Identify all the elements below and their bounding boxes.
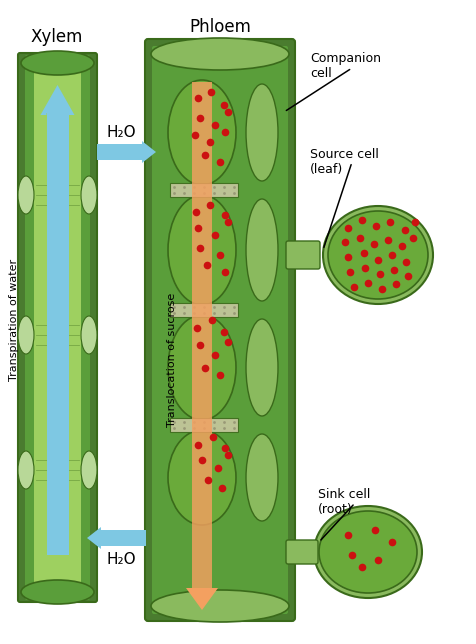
FancyArrow shape bbox=[142, 141, 156, 163]
Ellipse shape bbox=[151, 38, 289, 70]
Ellipse shape bbox=[323, 206, 433, 304]
FancyBboxPatch shape bbox=[152, 46, 288, 614]
Text: Xylem: Xylem bbox=[31, 28, 83, 46]
Text: Sink cell
(root): Sink cell (root) bbox=[318, 488, 370, 516]
FancyBboxPatch shape bbox=[18, 53, 97, 602]
Bar bbox=[97, 144, 146, 160]
FancyBboxPatch shape bbox=[34, 55, 81, 600]
Ellipse shape bbox=[81, 451, 97, 489]
Ellipse shape bbox=[168, 195, 236, 305]
Ellipse shape bbox=[246, 84, 278, 181]
Ellipse shape bbox=[81, 176, 97, 214]
Ellipse shape bbox=[21, 51, 94, 75]
Text: Source cell
(leaf): Source cell (leaf) bbox=[310, 148, 379, 176]
FancyArrow shape bbox=[87, 527, 101, 549]
Ellipse shape bbox=[18, 451, 34, 489]
FancyBboxPatch shape bbox=[286, 540, 318, 564]
Bar bbox=[192, 82, 212, 588]
Ellipse shape bbox=[246, 434, 278, 521]
Ellipse shape bbox=[168, 80, 236, 185]
Text: Translocation of sucrose: Translocation of sucrose bbox=[167, 293, 177, 427]
FancyBboxPatch shape bbox=[25, 55, 90, 600]
Ellipse shape bbox=[168, 430, 236, 525]
Ellipse shape bbox=[18, 316, 34, 354]
Text: Companion
cell: Companion cell bbox=[310, 52, 381, 80]
FancyBboxPatch shape bbox=[286, 241, 320, 269]
FancyArrow shape bbox=[186, 588, 218, 610]
Ellipse shape bbox=[314, 506, 422, 598]
Ellipse shape bbox=[151, 590, 289, 622]
Ellipse shape bbox=[246, 199, 278, 301]
Text: Transpiration of water: Transpiration of water bbox=[9, 259, 19, 381]
Bar bbox=[170, 418, 238, 432]
Bar bbox=[97, 530, 146, 546]
FancyArrow shape bbox=[40, 85, 75, 115]
Ellipse shape bbox=[328, 211, 428, 299]
Bar bbox=[47, 113, 69, 555]
Text: H₂O: H₂O bbox=[107, 552, 136, 567]
Ellipse shape bbox=[18, 176, 34, 214]
Text: Phloem: Phloem bbox=[189, 18, 251, 36]
Ellipse shape bbox=[81, 316, 97, 354]
Ellipse shape bbox=[319, 511, 417, 593]
Bar bbox=[170, 183, 238, 197]
Text: H₂O: H₂O bbox=[107, 125, 136, 140]
FancyBboxPatch shape bbox=[145, 39, 295, 621]
Ellipse shape bbox=[21, 580, 94, 604]
Ellipse shape bbox=[168, 315, 236, 420]
Bar bbox=[170, 303, 238, 317]
Ellipse shape bbox=[246, 319, 278, 416]
